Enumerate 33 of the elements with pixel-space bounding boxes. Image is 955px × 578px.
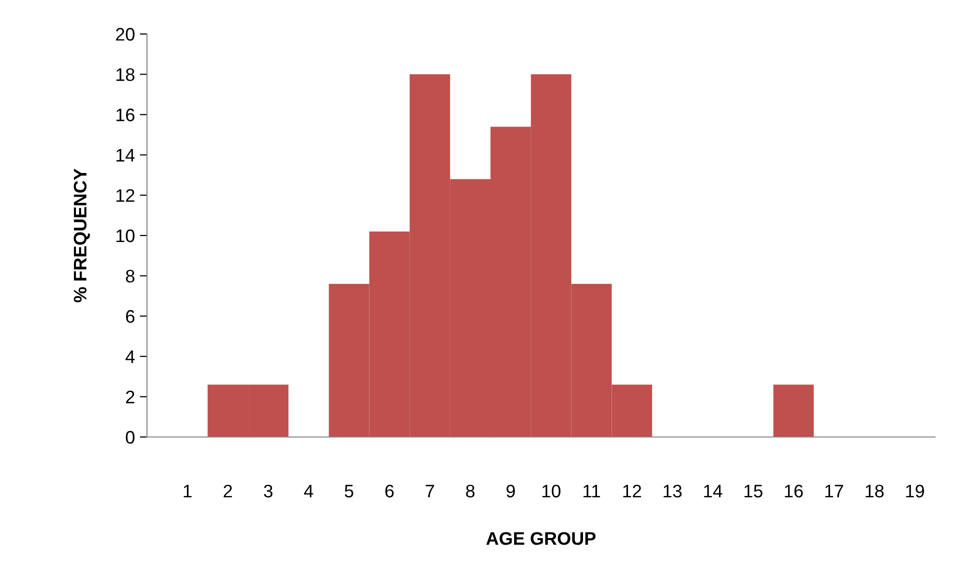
y-axis-title: % FREQUENCY [74,168,90,302]
x-tick-label: 9 [506,484,515,498]
x-tick-label: 5 [344,484,354,498]
x-tick-label: 19 [906,484,924,498]
x-tick-label: 11 [584,484,600,498]
x-tick-label: 12 [623,484,642,498]
x-tick-label: 8 [466,484,475,498]
y-tick-label: 4 [126,350,135,363]
y-tick-label: 8 [126,270,134,283]
y-tick-label: 20 [116,28,134,41]
y-tick-label: 2 [126,390,134,404]
x-tick-label: 15 [744,484,762,498]
bar [773,384,814,437]
y-tick-label: 14 [116,149,135,162]
y-tick-label: 16 [116,108,134,122]
x-tick-label: 13 [664,484,682,498]
x-tick-label: 2 [224,484,232,498]
x-tick-label: 10 [542,484,560,498]
x-tick-label: 17 [825,484,844,498]
x-tick-label: 14 [704,484,722,498]
y-tick-label: 6 [126,310,134,323]
x-tick-label: 1 [184,484,192,498]
x-axis-title: AGE GROUP [486,532,596,545]
x-tick-label: 4 [304,484,314,498]
x-tick-label: 18 [866,484,884,498]
x-tick-label: 7 [426,484,434,498]
y-tick-label: 18 [116,68,134,82]
y-tick-label: 12 [116,189,134,202]
x-tick-label: 3 [264,484,272,498]
x-tick-label: 6 [385,484,394,498]
y-tick-label: 0 [126,430,134,444]
x-tick-label: 16 [784,484,803,498]
y-tick-label: 10 [116,229,134,242]
